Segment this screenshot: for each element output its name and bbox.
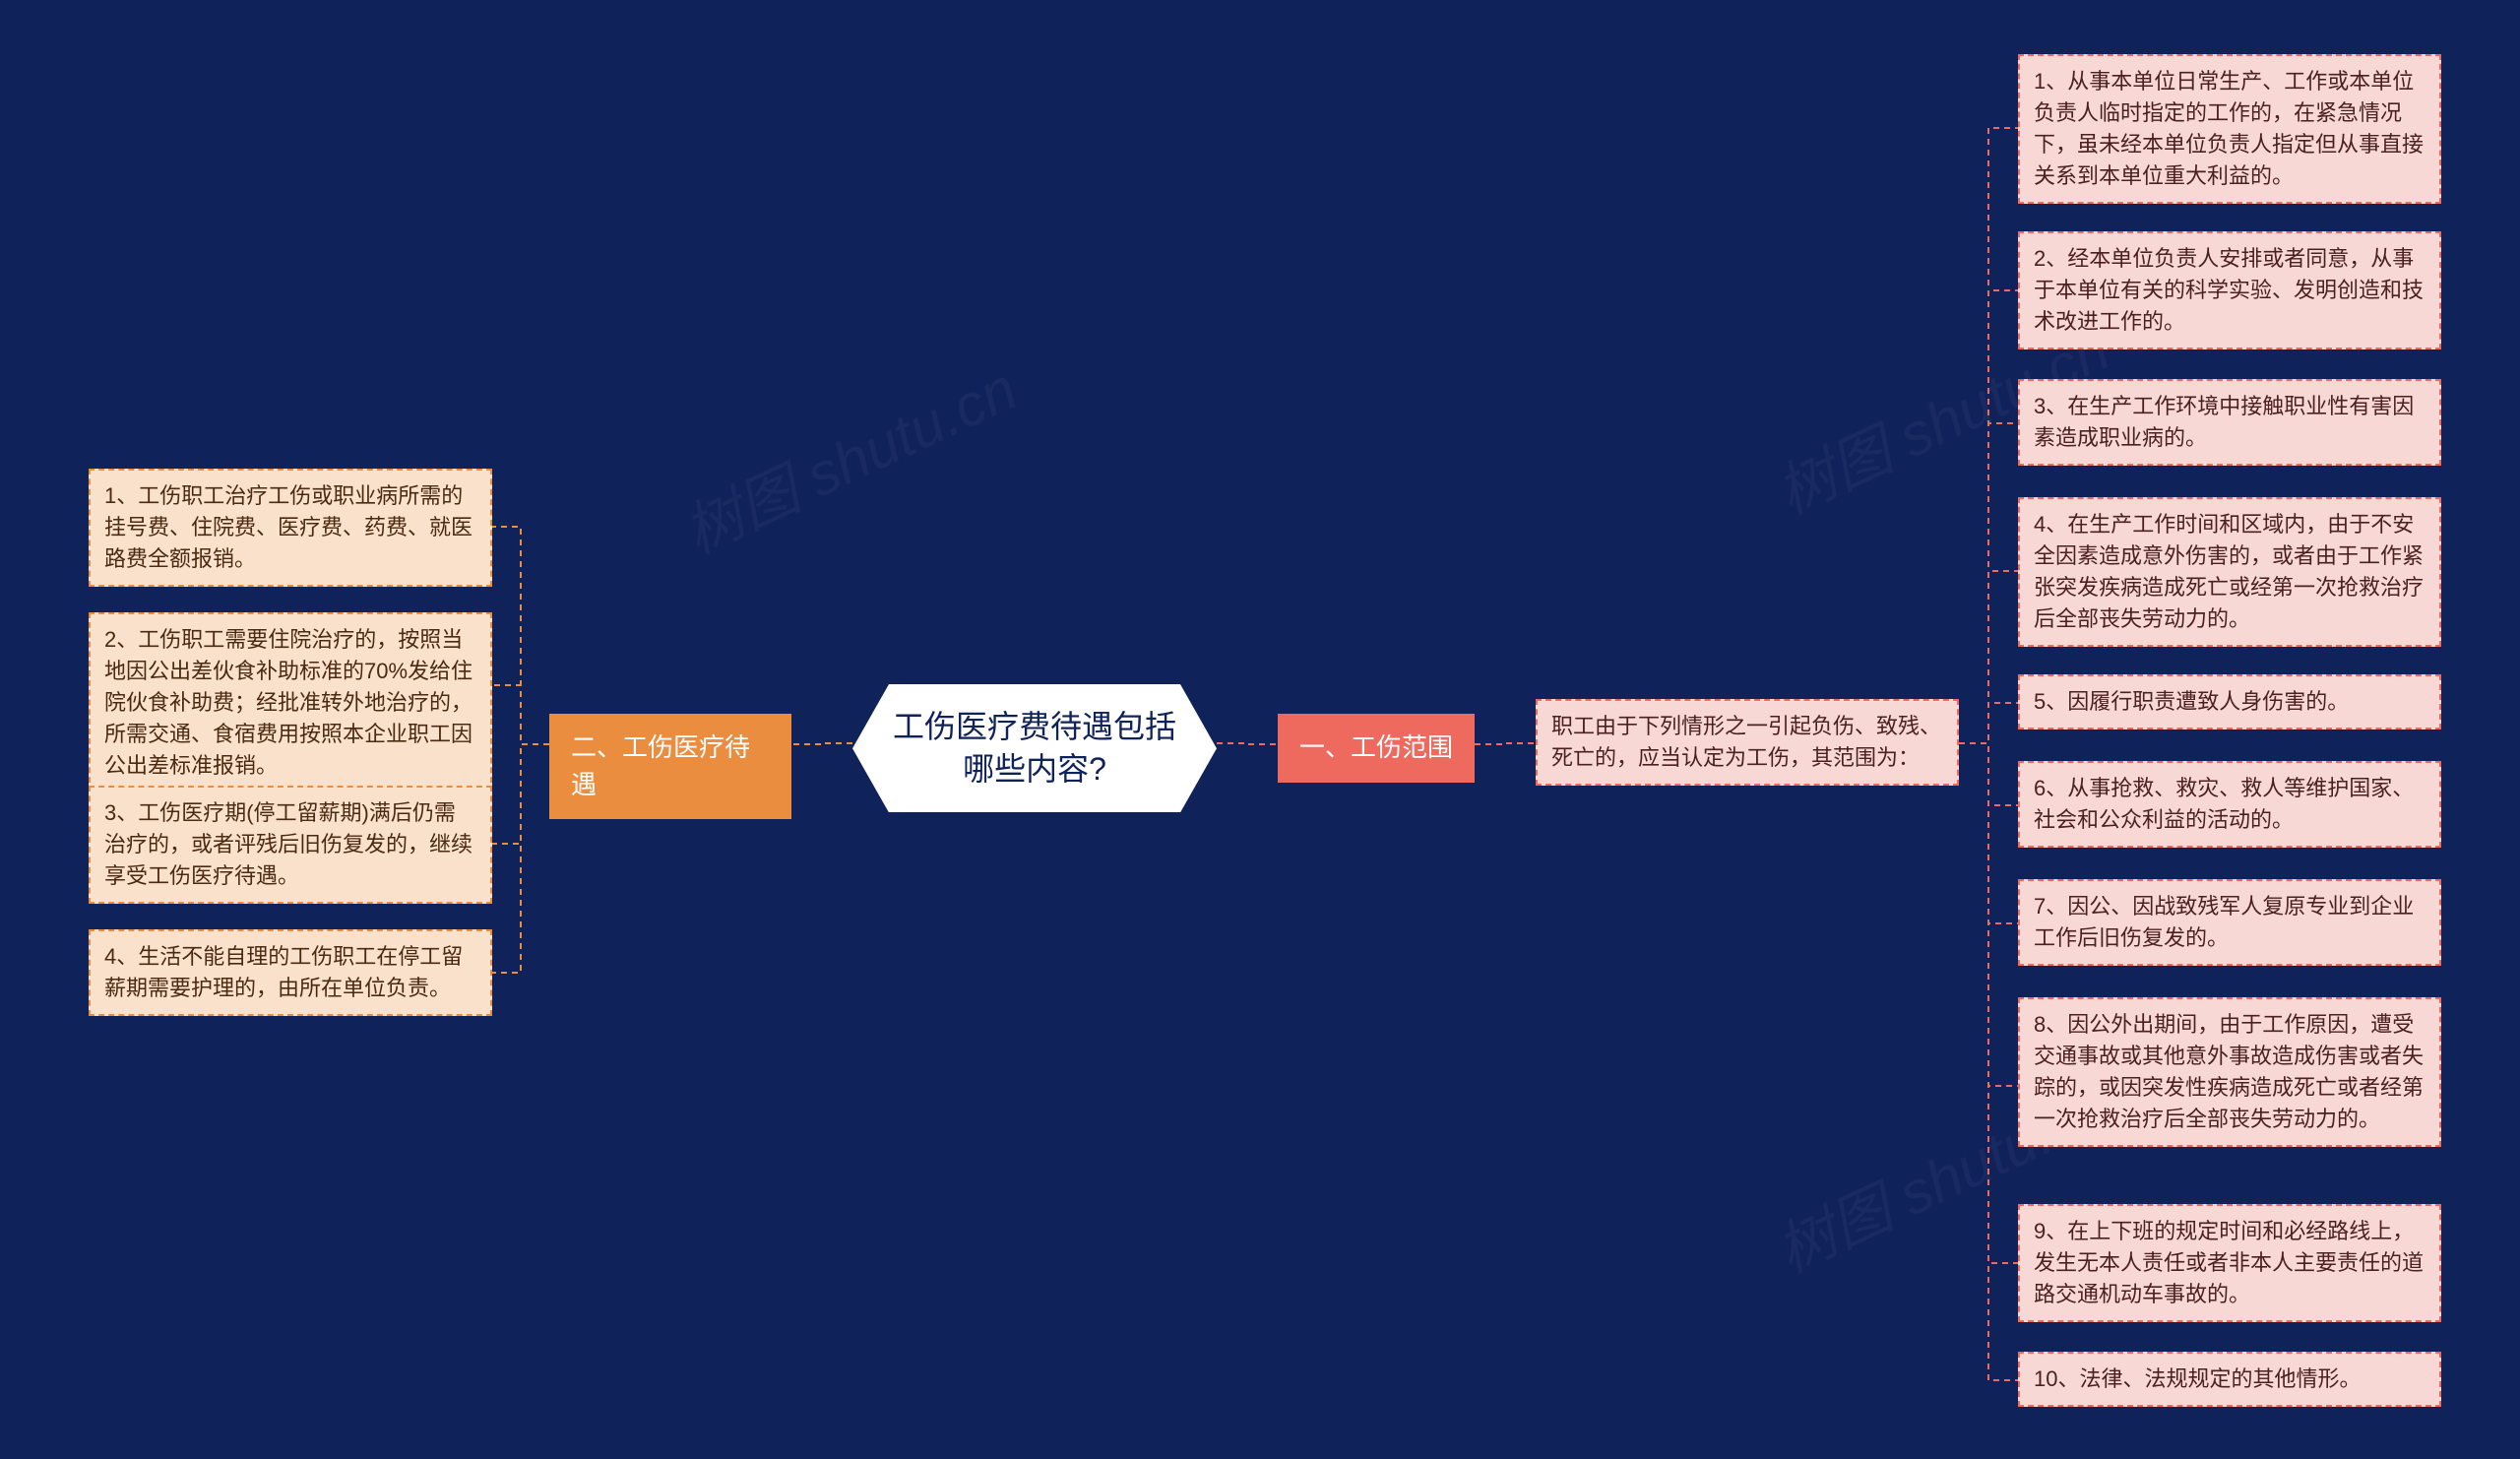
leaf-left-2: 2、工伤职工需要住院治疗的，按照当地因公出差伙食补助标准的70%发给住院伙食补助… (89, 612, 492, 793)
branch-right: 一、工伤范围 (1278, 714, 1475, 783)
leaf-right-2: 2、经本单位负责人安排或者同意，从事于本单位有关的科学实验、发明创造和技术改进工… (2018, 231, 2441, 349)
watermark: 树图 shutu.cn (668, 342, 1029, 570)
leaf-right-1: 1、从事本单位日常生产、工作或本单位负责人临时指定的工作的，在紧急情况下，虽未经… (2018, 54, 2441, 204)
leaf-right-9: 9、在上下班的规定时间和必经路线上，发生无本人责任或者非本人主要责任的道路交通机… (2018, 1204, 2441, 1322)
leaf-right-6: 6、从事抢救、救灾、救人等维护国家、社会和公众利益的活动的。 (2018, 761, 2441, 848)
leaf-right-3: 3、在生产工作环境中接触职业性有害因素造成职业病的。 (2018, 379, 2441, 466)
leaf-left-3: 3、工伤医疗期(停工留薪期)满后仍需治疗的，或者评残后旧伤复发的，继续享受工伤医… (89, 786, 492, 904)
leaf-right-7: 7、因公、因战致残军人复原专业到企业工作后旧伤复发的。 (2018, 879, 2441, 966)
leaf-left-4: 4、生活不能自理的工伤职工在停工留薪期需要护理的，由所在单位负责。 (89, 929, 492, 1016)
sub-right: 职工由于下列情形之一引起负伤、致残、死亡的，应当认定为工伤，其范围为： (1536, 699, 1959, 786)
leaf-right-5: 5、因履行职责遭致人身伤害的。 (2018, 674, 2441, 730)
root-node: 工伤医疗费待遇包括哪些内容? (852, 684, 1217, 812)
leaf-right-4: 4、在生产工作时间和区域内，由于不安全因素造成意外伤害的，或者由于工作紧张突发疾… (2018, 497, 2441, 647)
branch-left: 二、工伤医疗待遇 (549, 714, 791, 819)
leaf-right-8: 8、因公外出期间，由于工作原因，遭受交通事故或其他意外事故造成伤害或者失踪的，或… (2018, 997, 2441, 1147)
leaf-left-1: 1、工伤职工治疗工伤或职业病所需的挂号费、住院费、医疗费、药费、就医路费全额报销… (89, 469, 492, 587)
leaf-right-10: 10、法律、法规规定的其他情形。 (2018, 1352, 2441, 1407)
